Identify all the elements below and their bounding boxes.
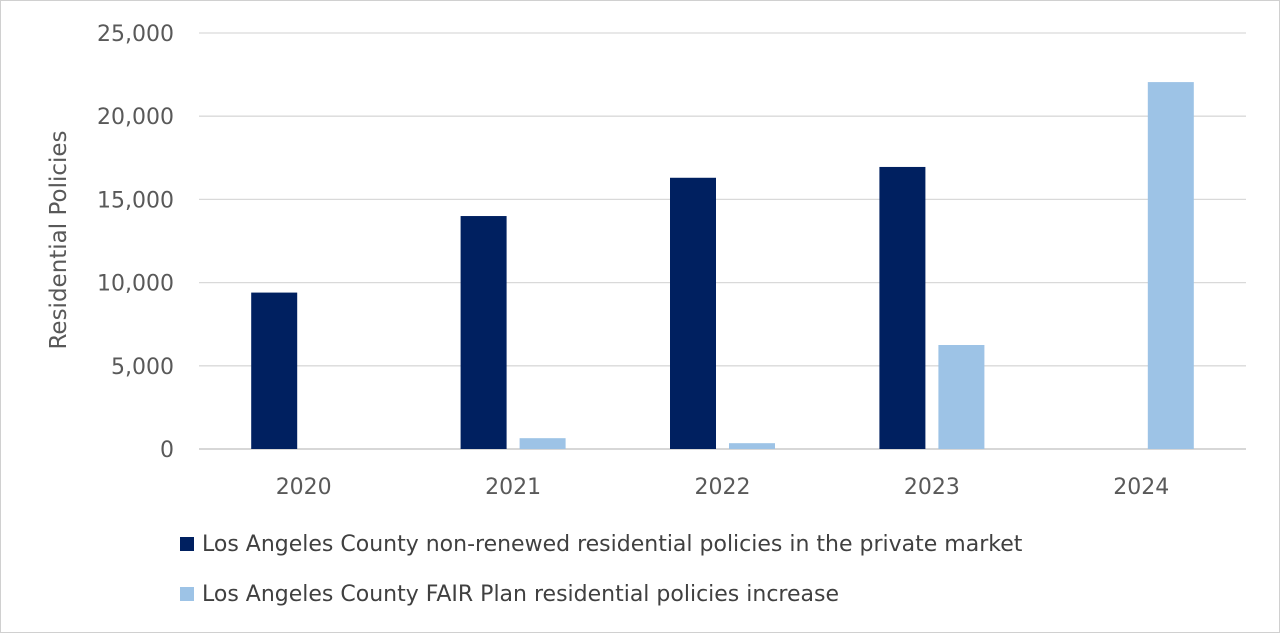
x-tick-label: 2021 — [485, 475, 541, 500]
y-tick-label: 5,000 — [111, 355, 174, 380]
legend-swatch-fair-plan — [180, 587, 194, 601]
x-tick-label: 2020 — [276, 475, 332, 500]
gridlines — [199, 32, 1246, 450]
bar-fair-plan-2021 — [519, 438, 566, 449]
bars — [251, 82, 1194, 449]
y-axis-title: Residential Policies — [46, 130, 72, 349]
legend: Los Angeles County non-renewed residenti… — [180, 527, 1022, 627]
y-tick-label: 0 — [160, 438, 174, 463]
bar-fair-plan-2022 — [729, 443, 775, 449]
legend-label-non-renewed: Los Angeles County non-renewed residenti… — [202, 531, 1023, 557]
y-tick-label: 20,000 — [97, 105, 174, 130]
bar-non-renewed-2020 — [251, 292, 298, 449]
legend-item-fair-plan: Los Angeles County FAIR Plan residential… — [180, 577, 1022, 611]
x-tick-label: 2022 — [695, 475, 751, 500]
x-axis-ticks: 2020 2021 2022 2023 2024 — [276, 475, 1170, 500]
x-tick-label: 2024 — [1113, 475, 1169, 500]
bar-non-renewed-2023 — [879, 166, 926, 449]
y-tick-label: 25,000 — [97, 22, 174, 47]
bar-fair-plan-2024 — [1147, 82, 1194, 449]
bar-non-renewed-2022 — [670, 177, 716, 449]
legend-swatch-non-renewed — [180, 537, 194, 551]
bar-fair-plan-2023 — [938, 345, 985, 449]
legend-item-non-renewed: Los Angeles County non-renewed residenti… — [180, 527, 1022, 561]
bar-non-renewed-2021 — [460, 216, 507, 449]
y-axis-ticks: 0 5,000 10,000 15,000 20,000 25,000 — [97, 22, 174, 463]
y-tick-label: 10,000 — [97, 272, 174, 297]
x-tick-label: 2023 — [904, 475, 960, 500]
legend-label-fair-plan: Los Angeles County FAIR Plan residential… — [202, 581, 839, 607]
y-tick-label: 15,000 — [97, 188, 174, 213]
